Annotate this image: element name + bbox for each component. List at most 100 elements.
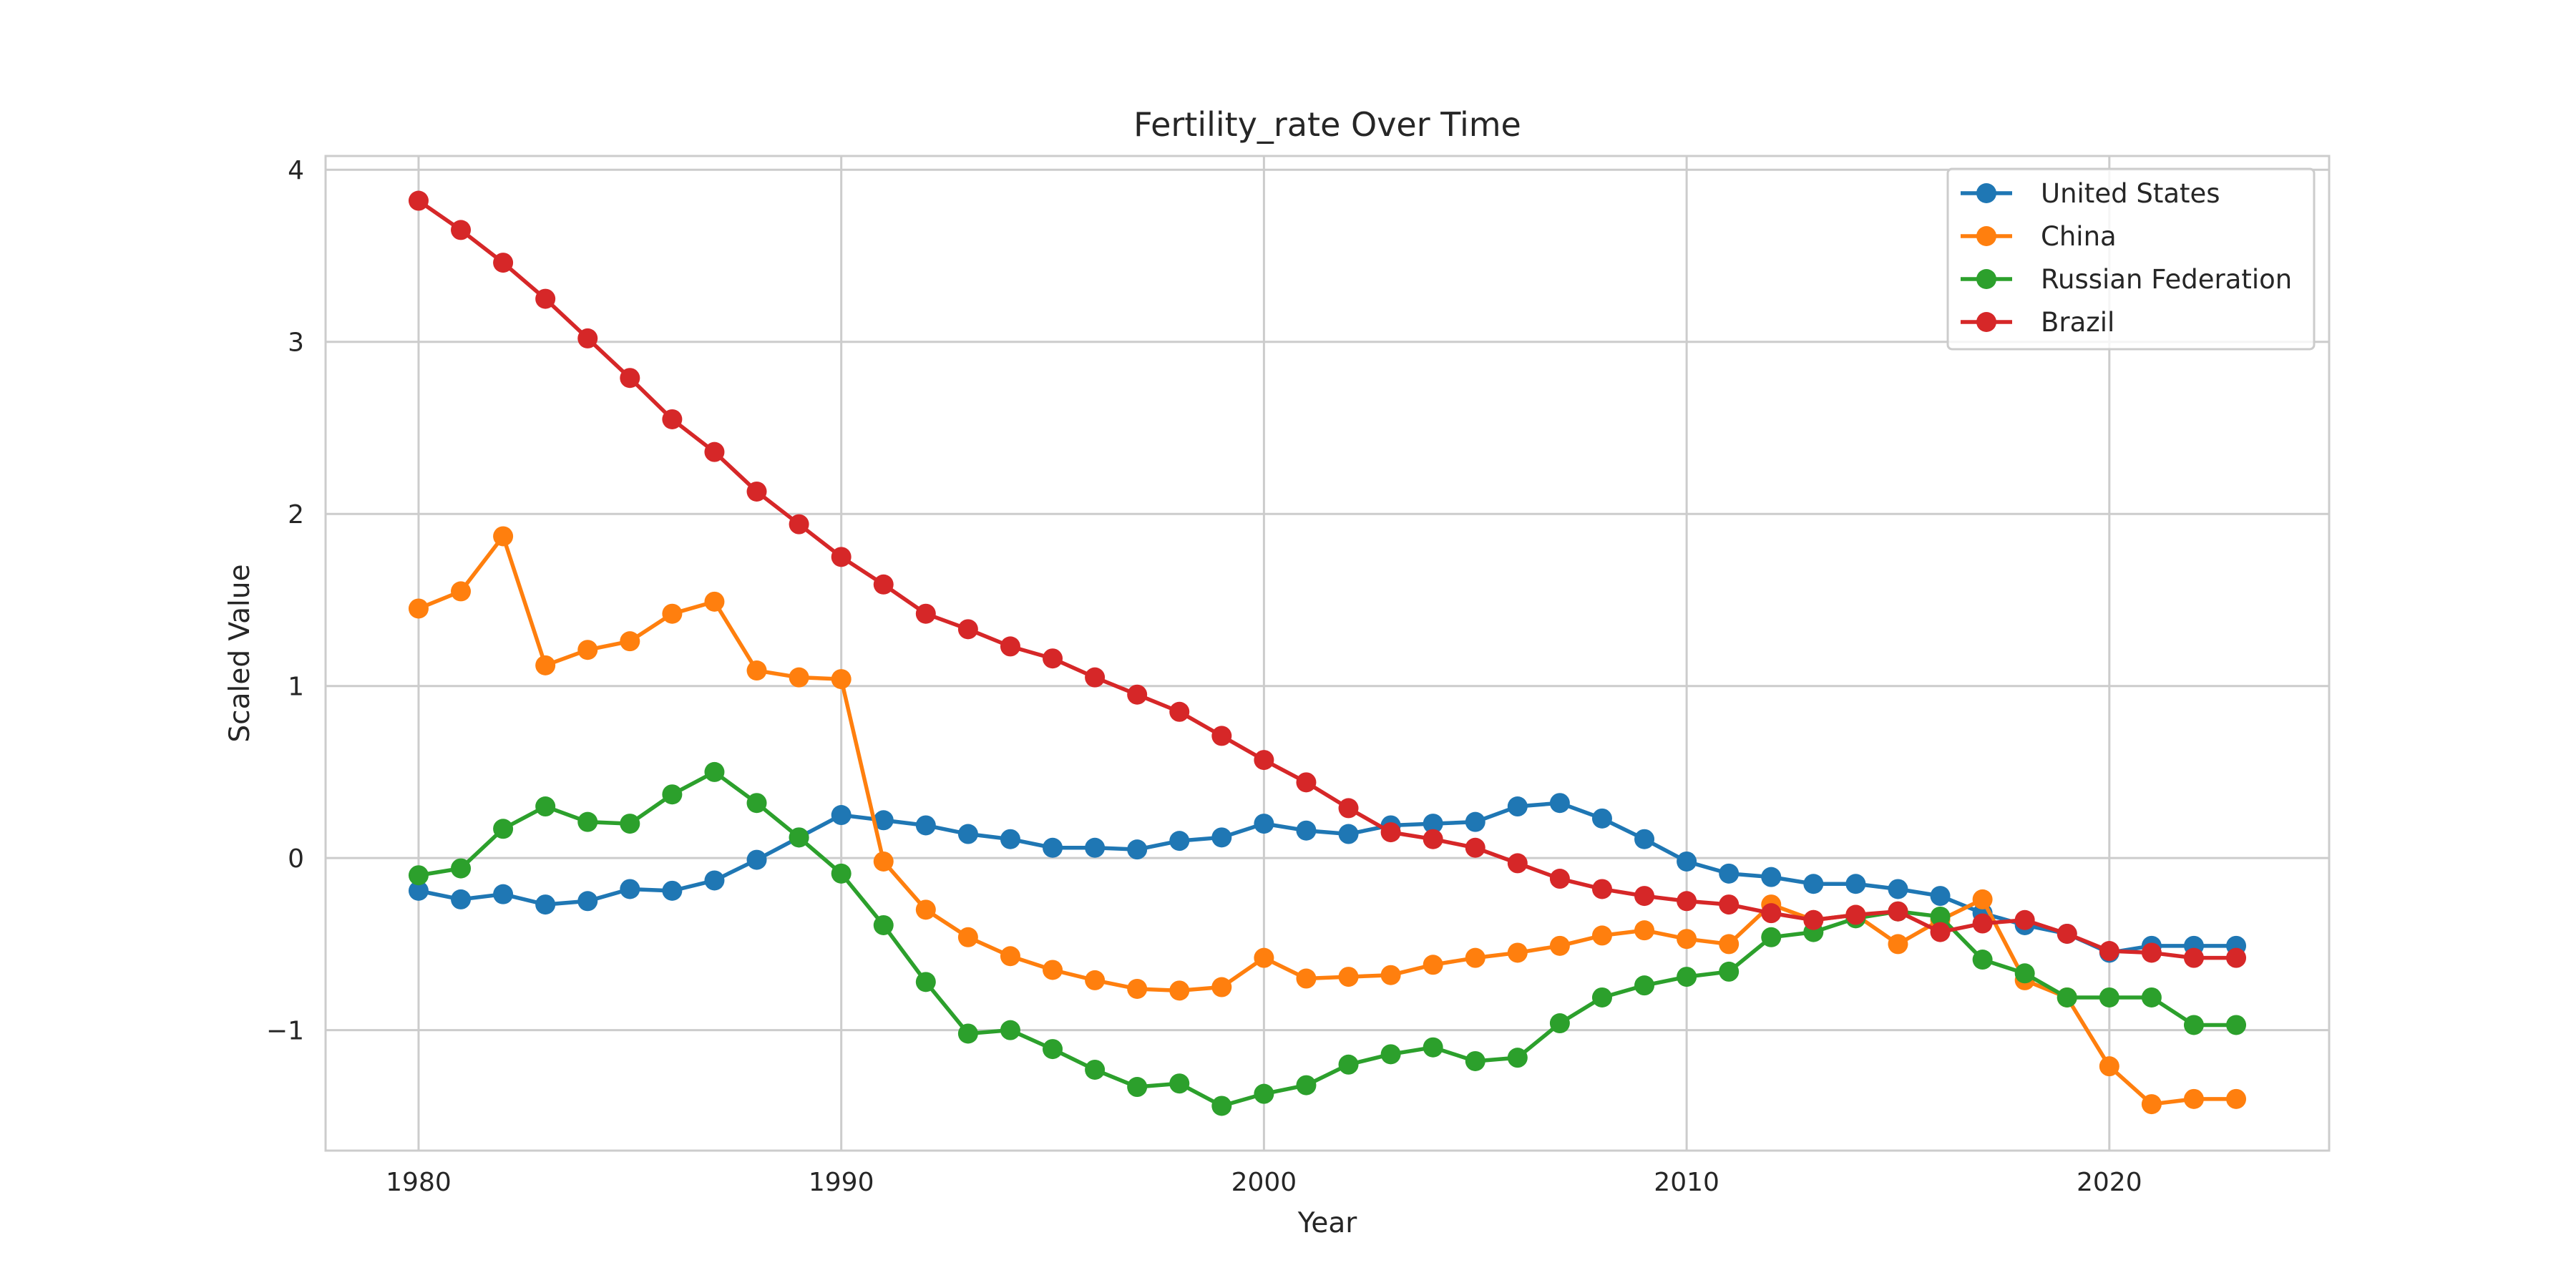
y-tick-label: −1: [266, 1017, 304, 1046]
data-point: [1465, 947, 1485, 968]
data-point: [620, 631, 640, 652]
legend-label: Brazil: [2041, 307, 2114, 338]
data-point: [451, 220, 472, 240]
data-point: [2099, 941, 2119, 962]
data-point: [1296, 968, 1317, 989]
data-point: [451, 858, 472, 879]
data-point: [1930, 906, 1951, 927]
data-point: [2014, 909, 2035, 930]
x-tick-label: 1990: [809, 1168, 874, 1197]
data-point: [704, 870, 725, 891]
data-point: [873, 851, 894, 872]
data-point: [1549, 869, 1570, 889]
data-point: [451, 581, 472, 602]
data-point: [2014, 963, 2035, 984]
data-point: [1507, 942, 1528, 963]
data-point: [1888, 901, 1908, 922]
data-point: [915, 899, 936, 920]
data-point: [493, 884, 514, 904]
y-tick-label: 1: [288, 673, 304, 702]
y-tick-label: 2: [288, 500, 304, 530]
data-point: [1549, 793, 1570, 814]
data-point: [1634, 975, 1655, 996]
data-point: [1127, 839, 1148, 860]
data-point: [1845, 874, 1866, 894]
data-point: [408, 880, 429, 901]
data-point: [493, 253, 514, 273]
data-point: [1169, 980, 1190, 1001]
data-point: [1085, 667, 1106, 688]
data-point: [789, 514, 809, 535]
data-point: [1085, 837, 1106, 858]
series-brazil: [408, 190, 2247, 968]
plot-area-frame: [324, 155, 2331, 1152]
x-tick-label: 1980: [386, 1168, 452, 1197]
x-tick-label: 2000: [1231, 1168, 1297, 1197]
data-point: [1465, 1050, 1485, 1071]
data-point: [1000, 1020, 1020, 1040]
data-point: [1507, 853, 1528, 874]
data-point: [957, 619, 978, 640]
data-point: [662, 603, 683, 624]
data-point: [957, 824, 978, 844]
data-point: [915, 603, 936, 624]
data-point: [1380, 822, 1401, 843]
data-point: [2183, 947, 2204, 968]
y-tick-label: 3: [288, 328, 304, 358]
data-point: [1591, 808, 1612, 829]
data-point: [1169, 1073, 1190, 1094]
data-point: [746, 660, 767, 681]
legend-marker: [1976, 226, 1996, 246]
data-point: [1423, 829, 1443, 849]
data-point: [1254, 1083, 1274, 1104]
data-point: [1254, 814, 1274, 834]
data-point: [535, 894, 556, 915]
data-point: [1085, 970, 1106, 990]
data-point: [1211, 1096, 1232, 1116]
data-point: [957, 1023, 978, 1044]
data-point: [1634, 920, 1655, 941]
data-point: [1549, 935, 1570, 956]
data-point: [2099, 1056, 2119, 1077]
data-point: [1719, 961, 1740, 982]
data-point: [2099, 987, 2119, 1008]
data-point: [662, 784, 683, 805]
x-axis-title: Year: [1297, 1207, 1358, 1239]
y-axis-title: Scaled Value: [224, 564, 256, 742]
legend-item: Russian Federation: [1961, 264, 2292, 295]
data-point: [915, 815, 936, 836]
data-point: [1211, 977, 1232, 997]
data-point: [1127, 684, 1148, 705]
data-point: [1338, 1054, 1359, 1075]
data-point: [1719, 863, 1740, 884]
data-point: [1338, 967, 1359, 987]
data-point: [1591, 879, 1612, 899]
data-point: [577, 640, 598, 660]
data-point: [1380, 1044, 1401, 1065]
data-point: [1043, 837, 1063, 858]
data-point: [1845, 904, 1866, 925]
data-point: [1507, 796, 1528, 817]
data-point: [704, 761, 725, 782]
data-point: [1338, 824, 1359, 844]
data-point: [1043, 648, 1063, 669]
legend-item: China: [1961, 221, 2117, 252]
data-point: [789, 667, 809, 688]
data-point: [2057, 923, 2077, 944]
data-point: [1254, 947, 1274, 968]
data-point: [789, 827, 809, 848]
data-point: [493, 819, 514, 839]
data-point: [1085, 1059, 1106, 1080]
data-point: [1127, 978, 1148, 999]
data-point: [2226, 1015, 2247, 1035]
data-point: [1591, 925, 1612, 946]
data-point: [1677, 891, 1697, 912]
y-tick-label: 0: [288, 844, 304, 874]
data-point: [1803, 909, 1824, 930]
data-point: [1211, 827, 1232, 848]
data-point: [1972, 913, 1993, 934]
data-point: [1338, 798, 1359, 819]
data-point: [2183, 1015, 2204, 1035]
legend-marker: [1976, 312, 1996, 332]
